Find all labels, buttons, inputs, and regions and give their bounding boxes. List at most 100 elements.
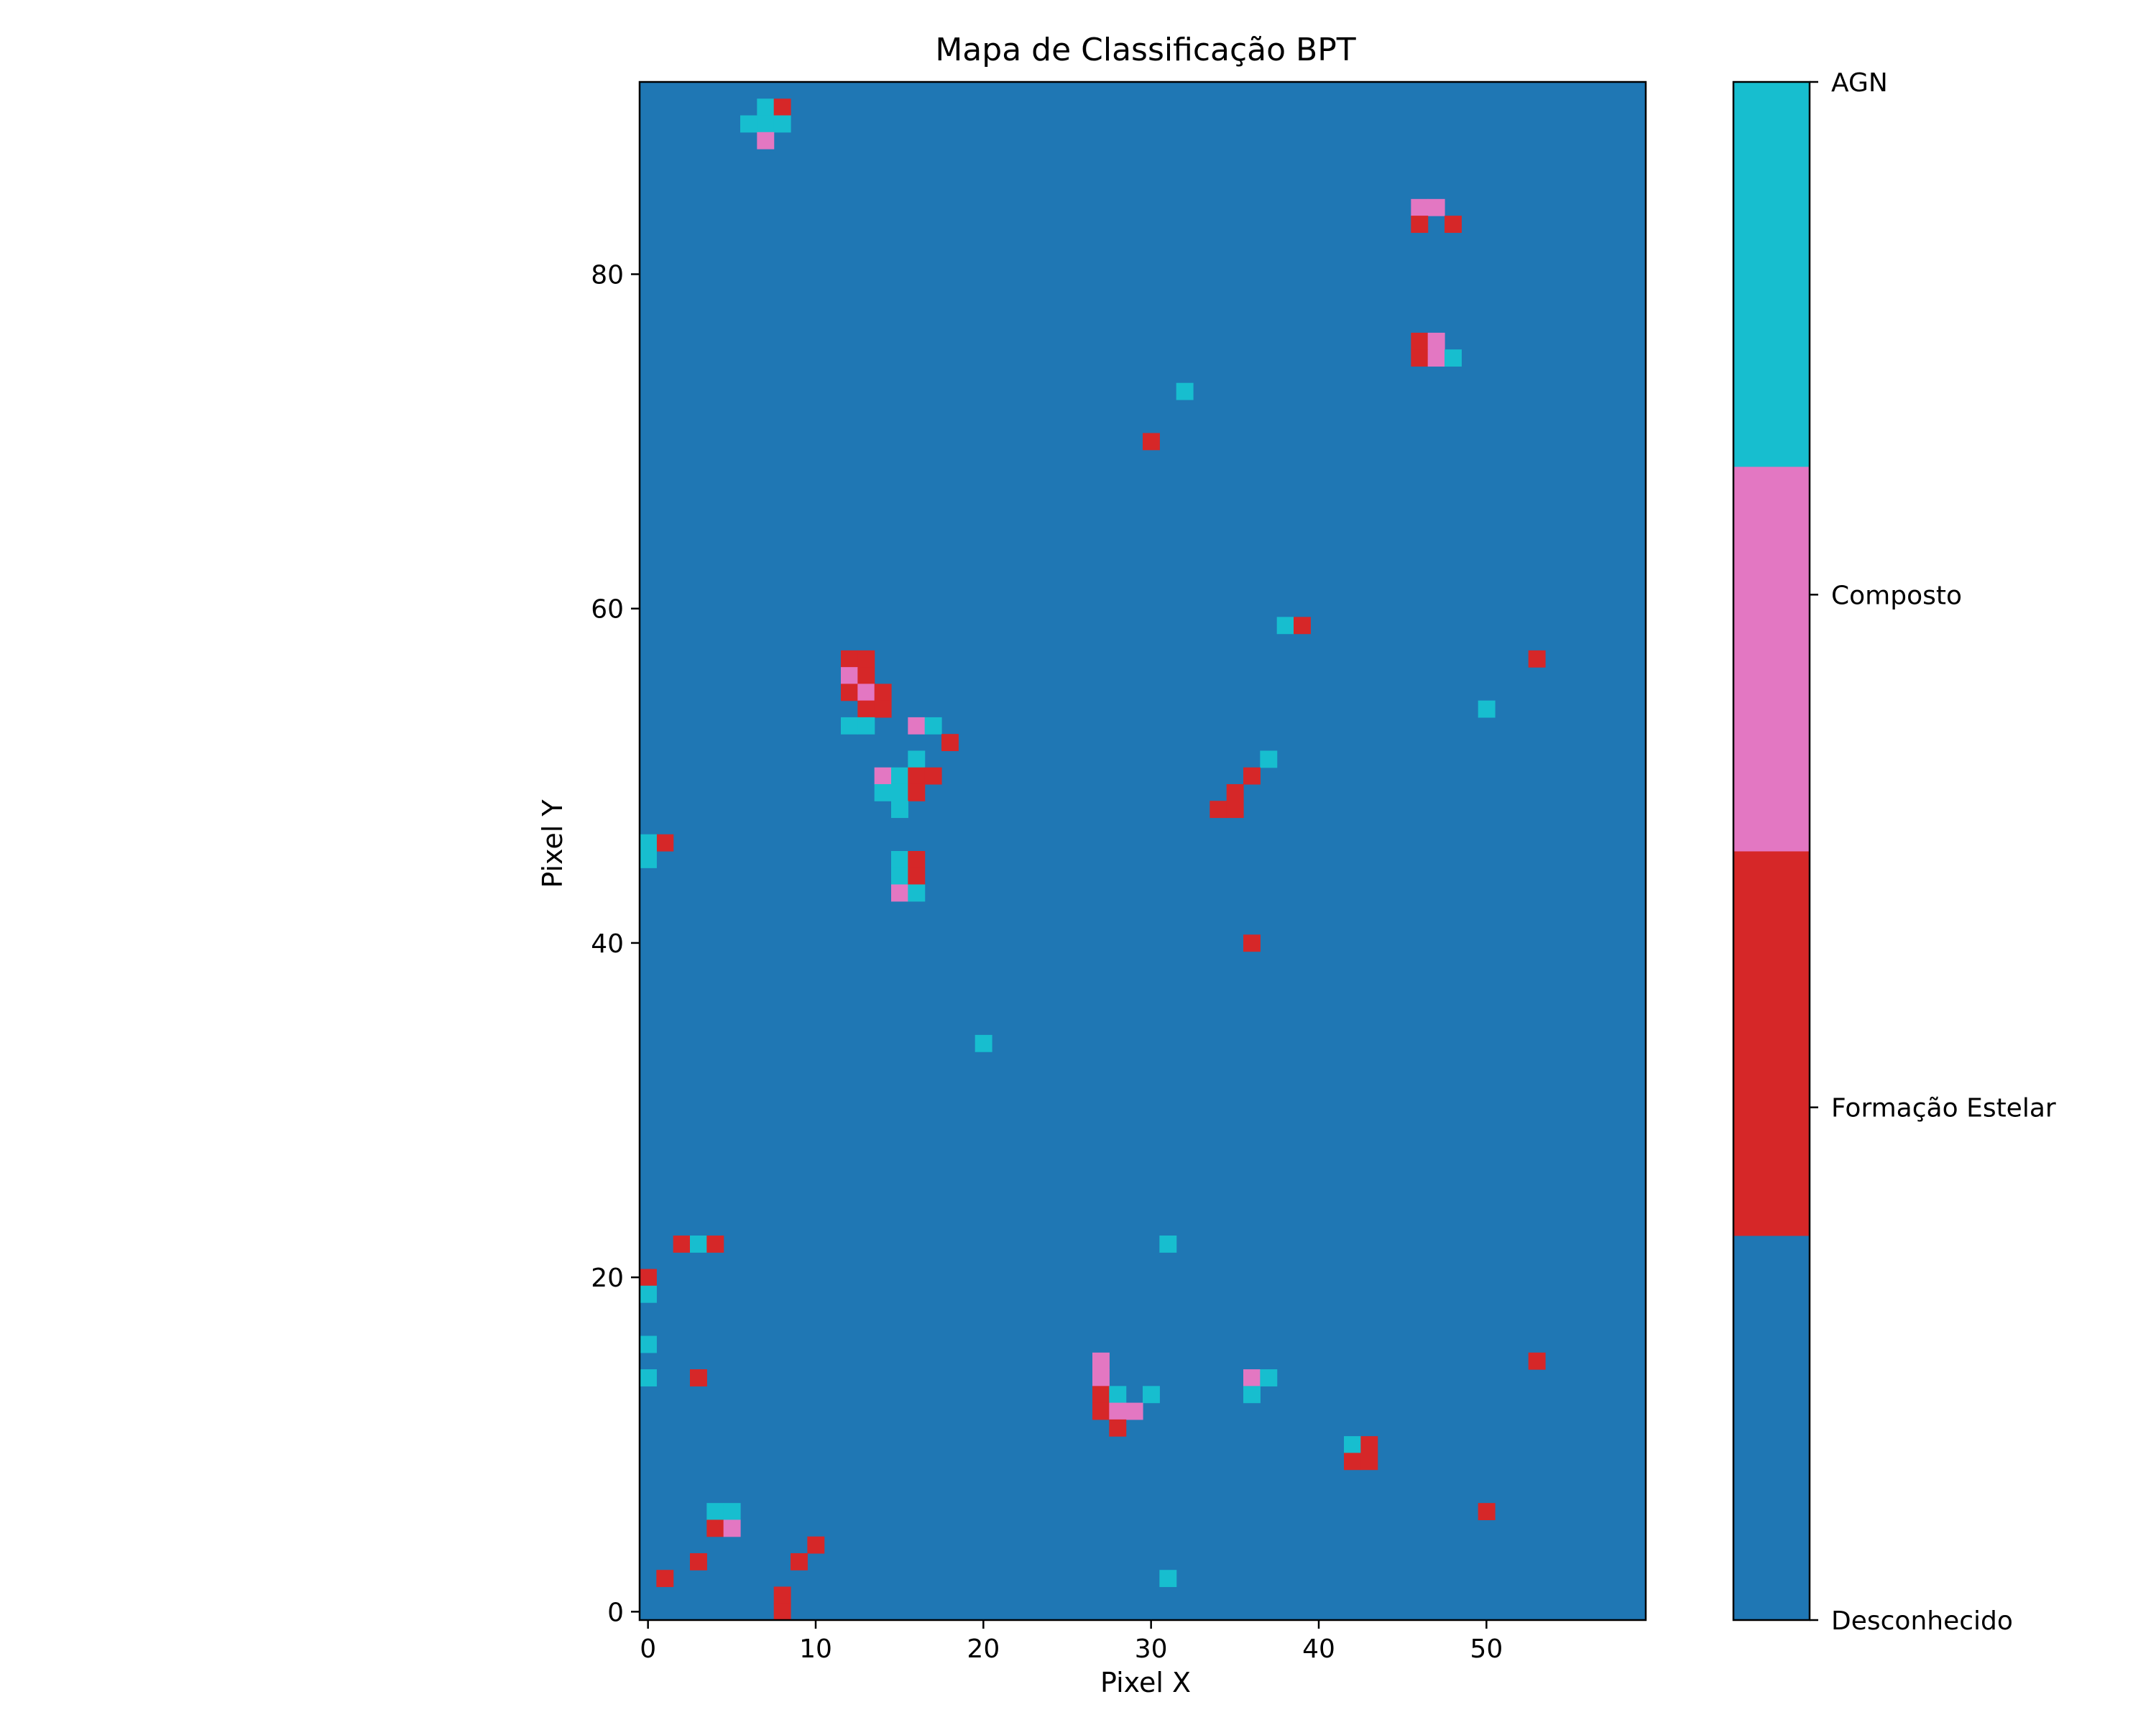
x-tick-label: 50: [1470, 1634, 1503, 1664]
colorbar-segment: [1733, 82, 1810, 467]
heatmap-cell: [857, 667, 875, 684]
heatmap-cell: [1528, 1352, 1546, 1370]
colorbar-tick-label: Formação Estelar: [1831, 1094, 2056, 1123]
heatmap-cell: [690, 1236, 707, 1253]
heatmap-cell: [891, 801, 908, 819]
heatmap-cell: [1411, 216, 1429, 233]
y-tick-label: 20: [591, 1264, 624, 1293]
heatmap-cell: [1411, 349, 1429, 367]
heatmap-cell: [1260, 750, 1278, 768]
heatmap-cell: [1125, 1402, 1143, 1420]
colorbar-segment: [1733, 1236, 1810, 1621]
heatmap-cell: [1243, 934, 1261, 952]
x-tick-label: 0: [640, 1634, 656, 1664]
colorbar-tick-label: AGN: [1831, 68, 1888, 98]
heatmap-cell: [1294, 617, 1311, 635]
x-axis: 0 10 20 30 40 50: [640, 1620, 1503, 1664]
heatmap-cell: [891, 851, 908, 868]
colorbar-segment: [1733, 466, 1810, 852]
heatmap-cell: [1243, 1386, 1261, 1404]
heatmap-cell: [1092, 1386, 1110, 1404]
colorbar-tick-label: Composto: [1831, 581, 1962, 610]
heatmap-cell: [1427, 198, 1445, 216]
heatmap-cell: [1445, 216, 1462, 233]
heatmap-cell: [1360, 1453, 1378, 1471]
heatmap-cell: [1276, 617, 1294, 635]
heatmap-cell: [857, 717, 875, 735]
heatmap-cell: [857, 684, 875, 702]
heatmap-cell: [640, 1285, 657, 1303]
heatmap-cell: [1109, 1386, 1127, 1404]
y-tick-label: 80: [591, 261, 624, 290]
heatmap-cell: [891, 783, 908, 801]
x-tick-label: 30: [1135, 1634, 1168, 1664]
cells-layer: [640, 98, 1546, 1621]
heatmap-cell: [807, 1536, 825, 1554]
heatmap-cell: [874, 767, 892, 785]
y-tick-label: 0: [607, 1598, 624, 1627]
heatmap-cell: [1092, 1402, 1110, 1420]
y-axis-label: Pixel Y: [537, 799, 568, 888]
heatmap-cell: [1176, 382, 1194, 400]
heatmap-cell: [841, 667, 858, 684]
heatmap-cell: [908, 767, 926, 785]
heatmap-cell: [924, 767, 942, 785]
y-axis: 0 20 40 60 80: [591, 261, 640, 1627]
plot-area: [638, 80, 1647, 1622]
heatmap-cell: [723, 1519, 741, 1537]
heatmap-cell: [1143, 433, 1160, 451]
heatmap-cell: [941, 734, 959, 752]
heatmap-cell: [841, 684, 858, 702]
heatmap-cell: [773, 1603, 791, 1621]
heatmap-cell: [640, 1269, 657, 1287]
heatmap-cell: [757, 98, 775, 116]
y-tick-label: 40: [591, 929, 624, 959]
heatmap-cell: [857, 650, 875, 668]
heatmap-cell: [1427, 332, 1445, 350]
heatmap-cell: [706, 1519, 724, 1537]
heatmap-cell: [891, 884, 908, 902]
heatmap-cell: [874, 684, 892, 702]
heatmap-cell: [1360, 1436, 1378, 1453]
heatmap-cell: [1243, 767, 1261, 785]
heatmap-cell: [1109, 1402, 1127, 1420]
heatmap-cell: [1411, 198, 1429, 216]
heatmap-cell: [773, 115, 791, 133]
heatmap-cell: [690, 1369, 707, 1386]
colorbar-segment: [1733, 851, 1810, 1236]
heatmap-cell: [673, 1236, 691, 1253]
x-tick-label: 10: [799, 1634, 832, 1664]
heatmap-cell: [1109, 1419, 1127, 1437]
heatmap-cell: [975, 1034, 992, 1052]
heatmap-cell: [841, 717, 858, 735]
heatmap-cell: [908, 851, 926, 868]
heatmap-cell: [1092, 1352, 1110, 1370]
heatmap-cell: [757, 115, 775, 133]
heatmap-cell: [908, 868, 926, 886]
heatmap-cell: [773, 98, 791, 116]
heatmap-cell: [1411, 332, 1429, 350]
heatmap-cell: [656, 1570, 674, 1588]
heatmap-cell: [740, 115, 757, 133]
y-tick-label: 60: [591, 595, 624, 625]
heatmap-cell: [791, 1552, 808, 1570]
heatmap-cell: [857, 700, 875, 718]
heatmap-cell: [891, 868, 908, 886]
heatmap-cell: [908, 717, 926, 735]
heatmap-cell: [874, 700, 892, 718]
heatmap-cell: [706, 1503, 724, 1521]
heatmap-cell: [1226, 801, 1244, 819]
heatmap-cell: [908, 783, 926, 801]
heatmap-cell: [1143, 1386, 1160, 1404]
heatmap-cell: [1427, 349, 1445, 367]
heatmap-cell: [891, 767, 908, 785]
heatmap-cell: [1226, 783, 1244, 801]
heatmap-cell: [656, 834, 674, 852]
heatmap-cell: [706, 1236, 724, 1253]
x-tick-label: 20: [967, 1634, 1000, 1664]
heatmap-cell: [1243, 1369, 1261, 1386]
heatmap-cell: [1445, 349, 1462, 367]
heatmap-cell: [908, 884, 926, 902]
heatmap-cell: [874, 783, 892, 801]
